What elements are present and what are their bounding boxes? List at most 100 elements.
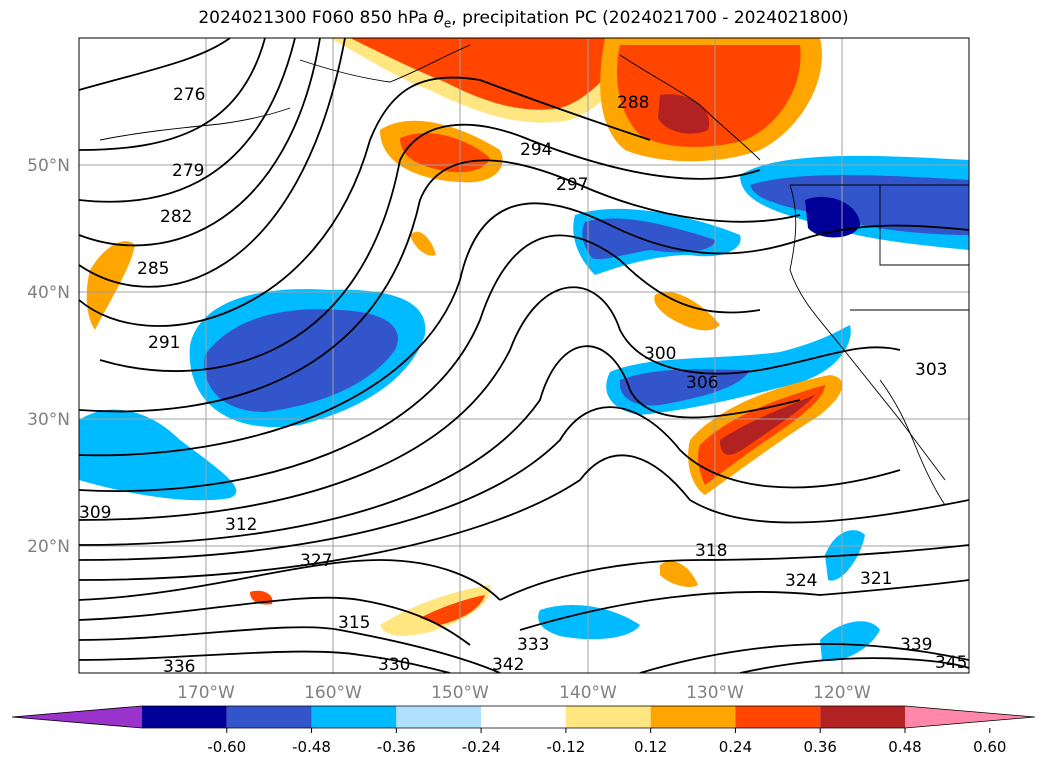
contour-312 bbox=[79, 406, 901, 561]
contour-label: 294 bbox=[520, 140, 552, 160]
colorbar-segment bbox=[735, 706, 821, 728]
colorbar: -0.60 -0.48 -0.36 -0.24 -0.12 0.12 0.24 0.36 0.4… bbox=[11, 705, 1036, 756]
contour-label: 330 bbox=[378, 655, 410, 675]
colorbar-segment bbox=[311, 706, 397, 728]
contour-300 bbox=[79, 202, 969, 457]
precip-fills bbox=[79, 38, 969, 661]
colorbar-segment bbox=[396, 706, 482, 728]
contour-label: 297 bbox=[556, 175, 588, 195]
colorbar-tick-label: 0.12 bbox=[634, 738, 667, 756]
contour-318 bbox=[79, 559, 501, 601]
contour-324 bbox=[519, 579, 969, 631]
contour-label: 291 bbox=[148, 333, 180, 353]
colorbar-segment bbox=[481, 706, 566, 728]
contour-label: 318 bbox=[695, 541, 727, 561]
lon-tick-label: 130°W bbox=[686, 683, 744, 703]
contour-294 bbox=[99, 123, 761, 372]
lat-tick-label: 30°N bbox=[27, 410, 70, 430]
colorbar-tick-label: -0.24 bbox=[462, 738, 501, 756]
coastlines bbox=[99, 44, 969, 506]
contour-label: 336 bbox=[163, 657, 195, 677]
contour-label: 285 bbox=[137, 259, 169, 279]
precip-positive-small-4 bbox=[410, 231, 436, 256]
lat-tick-label: 20°N bbox=[27, 537, 70, 557]
precip-positive-small-3 bbox=[654, 291, 720, 331]
contour-label: 282 bbox=[160, 207, 192, 227]
contour-label: 276 bbox=[173, 85, 205, 105]
colorbar-tick-label: -0.48 bbox=[292, 738, 331, 756]
contour-309 bbox=[79, 345, 801, 546]
contour-336 bbox=[739, 657, 969, 673]
colorbar-tick-label: 0.48 bbox=[888, 738, 921, 756]
contour-label: 324 bbox=[785, 571, 817, 591]
contour-333 bbox=[639, 643, 969, 673]
contour-label: 327 bbox=[300, 551, 332, 571]
contour-297 bbox=[79, 159, 801, 413]
precip-positive-southcentral-core bbox=[420, 595, 485, 625]
contour-321 bbox=[79, 596, 471, 646]
theta-e-contours bbox=[79, 38, 969, 673]
contour-label: 309 bbox=[79, 503, 111, 523]
contour-label: 345 bbox=[935, 653, 967, 673]
colorbar-segment bbox=[142, 706, 227, 728]
contour-label: 315 bbox=[338, 613, 370, 633]
map-layer: 276 279 282 285 288 291 294 297 300 303 … bbox=[79, 38, 969, 677]
contour-303 bbox=[79, 234, 761, 492]
coastline-baja bbox=[879, 379, 946, 506]
contour-276 bbox=[79, 38, 231, 91]
coastline-bc bbox=[619, 54, 761, 161]
contour-label: 306 bbox=[686, 373, 718, 393]
contour-282 bbox=[79, 38, 296, 203]
contour-315 bbox=[79, 454, 969, 581]
colorbar-tick-label: 0.36 bbox=[804, 738, 837, 756]
contour-330 bbox=[79, 650, 451, 673]
lon-tick-label: 150°W bbox=[431, 683, 489, 703]
lat-tick-label: 50°N bbox=[27, 156, 70, 176]
colorbar-segment bbox=[650, 706, 736, 728]
contour-318b bbox=[499, 544, 969, 601]
lon-tick-label: 170°W bbox=[177, 683, 235, 703]
colorbar-outline bbox=[11, 705, 1036, 729]
contour-label: 321 bbox=[860, 569, 892, 589]
contour-labels: 276 279 282 285 288 291 294 297 300 303 … bbox=[79, 85, 967, 677]
colorbar-tick-label: -0.36 bbox=[377, 738, 416, 756]
precip-negative-nw-coast-core bbox=[750, 175, 969, 235]
border-state bbox=[879, 185, 969, 266]
contour-label: 300 bbox=[644, 344, 676, 364]
lon-tick-label: 160°W bbox=[304, 683, 362, 703]
colorbar-tick-label: 0.24 bbox=[719, 738, 752, 756]
colorbar-segment bbox=[226, 706, 312, 728]
precip-positive-subtropical-band-deep bbox=[720, 395, 815, 455]
colorbar-tick-label: 0.60 bbox=[973, 738, 1006, 756]
contour-label: 303 bbox=[915, 360, 947, 380]
colorbar-tick-label: -0.12 bbox=[546, 738, 585, 756]
colorbar-segment bbox=[565, 706, 651, 728]
contour-288 bbox=[79, 38, 346, 288]
precip-positive-small-1 bbox=[660, 561, 698, 587]
precip-positive-southcentral bbox=[380, 585, 491, 636]
contour-label: 279 bbox=[172, 161, 204, 181]
contour-label: 339 bbox=[900, 635, 932, 655]
contour-label: 288 bbox=[617, 93, 649, 113]
precip-negative-southeast bbox=[820, 621, 880, 661]
lon-tick-label: 120°W bbox=[813, 683, 871, 703]
precip-negative-south bbox=[538, 605, 640, 640]
lon-tick-label: 140°W bbox=[559, 683, 617, 703]
contour-label: 312 bbox=[225, 515, 257, 535]
lat-tick-labels: 50°N 40°N 30°N 20°N bbox=[27, 156, 70, 557]
lat-tick-label: 40°N bbox=[27, 283, 70, 303]
precip-negative-nw-coast-deep bbox=[805, 196, 860, 238]
colorbar-extend-low bbox=[12, 706, 142, 728]
colorbar-tick-label: -0.60 bbox=[207, 738, 246, 756]
precip-negative-subtropical-core bbox=[619, 369, 750, 406]
precip-positive-alaska-core bbox=[350, 38, 630, 110]
precip-negative-west bbox=[79, 409, 237, 501]
colorbar-segment bbox=[820, 706, 905, 728]
colorbar-extend-high bbox=[905, 706, 1035, 728]
contour-327 bbox=[79, 626, 501, 673]
contour-label: 342 bbox=[492, 655, 524, 675]
contour-291 bbox=[79, 76, 651, 327]
precip-positive-west bbox=[86, 241, 135, 330]
contour-label: 333 bbox=[517, 635, 549, 655]
